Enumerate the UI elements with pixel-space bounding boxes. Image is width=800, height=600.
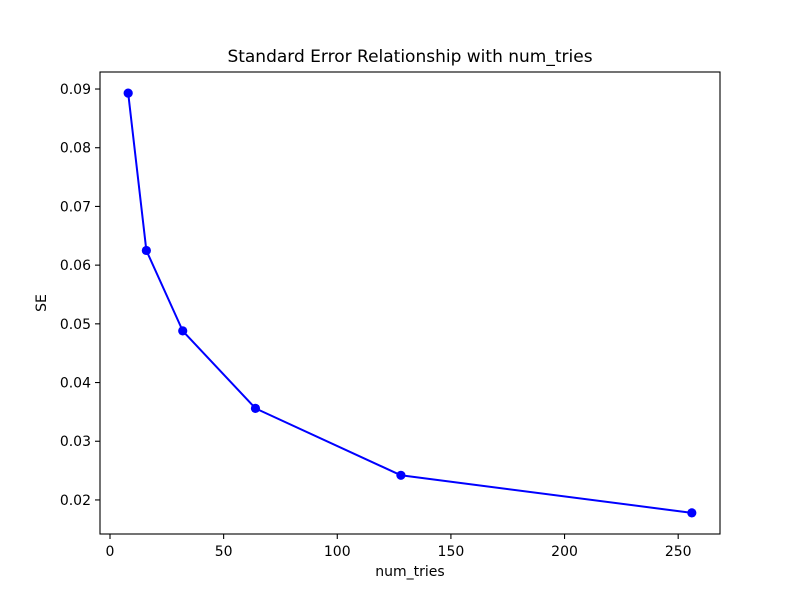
x-tick-label: 50	[215, 544, 233, 560]
data-point-marker	[250, 403, 261, 413]
x-axis-label: num_tries	[375, 564, 444, 580]
chart-title: Standard Error Relationship with num_tri…	[227, 47, 592, 67]
data-point-marker	[141, 245, 151, 256]
y-axis-label: SE	[34, 294, 50, 312]
series-line-SE	[127, 92, 693, 514]
y-tick-label: 0.02	[60, 493, 91, 509]
y-tick-label: 0.05	[60, 317, 91, 333]
y-tick-label: 0.08	[60, 141, 91, 157]
plot-area: 0 50 100 150 200 250 0.02 0.03 0.04 0.05 0.06 0.07 0…	[60, 71, 721, 560]
x-tick-label: 100	[324, 544, 351, 560]
x-tick-label: 200	[551, 544, 578, 560]
y-tick-label: 0.06	[60, 258, 91, 274]
axes-spines	[99, 71, 721, 535]
y-tick-label: 0.03	[60, 434, 91, 450]
data-point-marker	[123, 88, 133, 98]
data-point-marker	[396, 470, 406, 480]
x-tick-label: 250	[665, 544, 692, 560]
data-point-marker	[687, 508, 697, 518]
x-tick-label: 0	[106, 544, 115, 560]
data-point-marker	[178, 326, 188, 336]
y-tick-label: 0.04	[60, 376, 91, 392]
y-tick-label: 0.09	[60, 82, 91, 98]
y-tick-label: 0.07	[60, 199, 91, 215]
x-tick-label: 150	[438, 544, 465, 560]
